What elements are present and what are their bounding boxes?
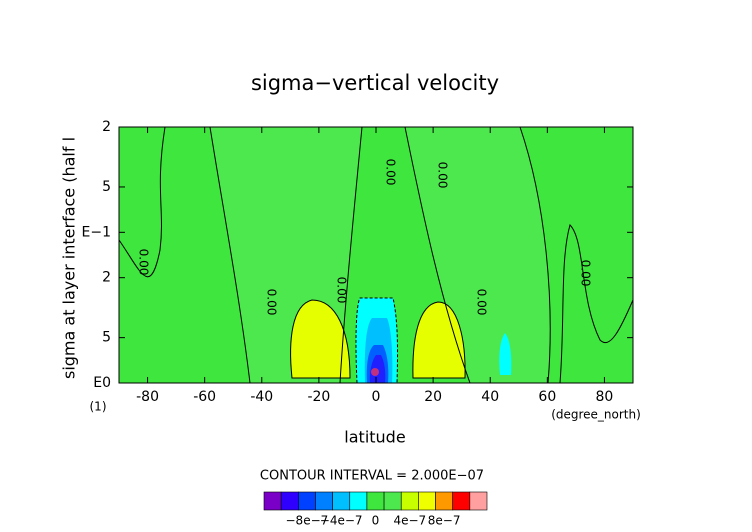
colorbar-label: 8e−7 — [428, 514, 461, 528]
y-axis-unit: (1) — [90, 400, 107, 414]
contour-line — [519, 126, 551, 384]
colorbar-swatch — [452, 491, 471, 511]
contour-label: 0.00 — [265, 289, 279, 316]
contour-label: 0.00 — [384, 159, 398, 186]
x-tick-label: -40 — [250, 389, 273, 405]
colorbar-swatch — [383, 491, 402, 511]
colorbar-swatch — [469, 491, 488, 511]
contour-interval: CONTOUR INTERVAL = 2.000E−07 — [260, 469, 484, 484]
field-region — [290, 300, 350, 378]
contour-line — [209, 126, 251, 384]
chart-title: sigma−vertical velocity — [251, 71, 499, 95]
x-tick-label: 40 — [481, 389, 499, 405]
colorbar-swatch — [400, 491, 419, 511]
contour-line — [412, 301, 466, 379]
y-tick-label: 2 — [102, 270, 111, 286]
x-tick-label: 0 — [372, 389, 381, 405]
contour-line — [290, 299, 351, 379]
contour-line — [404, 126, 471, 384]
colorbar-swatch — [418, 491, 436, 511]
x-tick-label: 80 — [596, 389, 614, 405]
colorbar-label: 4e−7 — [393, 514, 426, 528]
contour-label: 0.00 — [475, 289, 489, 316]
y-tick-label: 5 — [102, 179, 111, 195]
contour-line — [118, 126, 166, 278]
colorbar-swatch — [280, 491, 299, 511]
x-tick-label: 20 — [424, 389, 442, 405]
y-tick-label: E−1 — [82, 224, 111, 240]
contour-label: 0.00 — [436, 162, 450, 189]
y-tick-label: E0 — [93, 375, 111, 391]
colorbar-swatch — [315, 491, 333, 511]
field-region — [371, 368, 379, 376]
colorbar-swatch — [298, 491, 316, 511]
colorbar-label: 0 — [372, 514, 380, 528]
contour-line — [339, 126, 363, 384]
colorbar-swatch — [349, 491, 368, 511]
contour-label: 0.00 — [579, 260, 593, 287]
colorbar-swatch — [263, 491, 282, 511]
y-tick-label: 5 — [102, 330, 111, 346]
x-axis-label: latitude — [344, 428, 405, 447]
plot-field — [118, 126, 634, 384]
colorbar-swatch — [332, 491, 351, 511]
colorbar-label: −4e−7 — [320, 514, 363, 528]
y-tick-label: 2 — [102, 119, 111, 135]
colorbar-swatch — [435, 491, 453, 511]
colorbar-label: −8e−7 — [286, 514, 329, 528]
field-region — [405, 127, 551, 383]
contour-label: 0.00 — [137, 249, 151, 276]
contour-label: 0.00 — [335, 277, 349, 304]
colorbar-swatch — [366, 491, 385, 511]
x-tick-label: -60 — [193, 389, 216, 405]
x-axis-unit: (degree_north) — [551, 408, 641, 422]
contour-line — [559, 224, 634, 384]
field-region — [499, 333, 512, 375]
contour-line — [355, 297, 399, 384]
x-tick-label: -20 — [307, 389, 330, 405]
y-axis-label: sigma at layer interface (half l — [60, 137, 79, 379]
field-region — [412, 302, 466, 378]
x-tick-label: 60 — [538, 389, 556, 405]
x-tick-label: -80 — [136, 389, 159, 405]
